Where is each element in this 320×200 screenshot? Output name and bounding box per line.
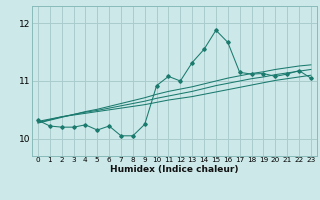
X-axis label: Humidex (Indice chaleur): Humidex (Indice chaleur) <box>110 165 239 174</box>
